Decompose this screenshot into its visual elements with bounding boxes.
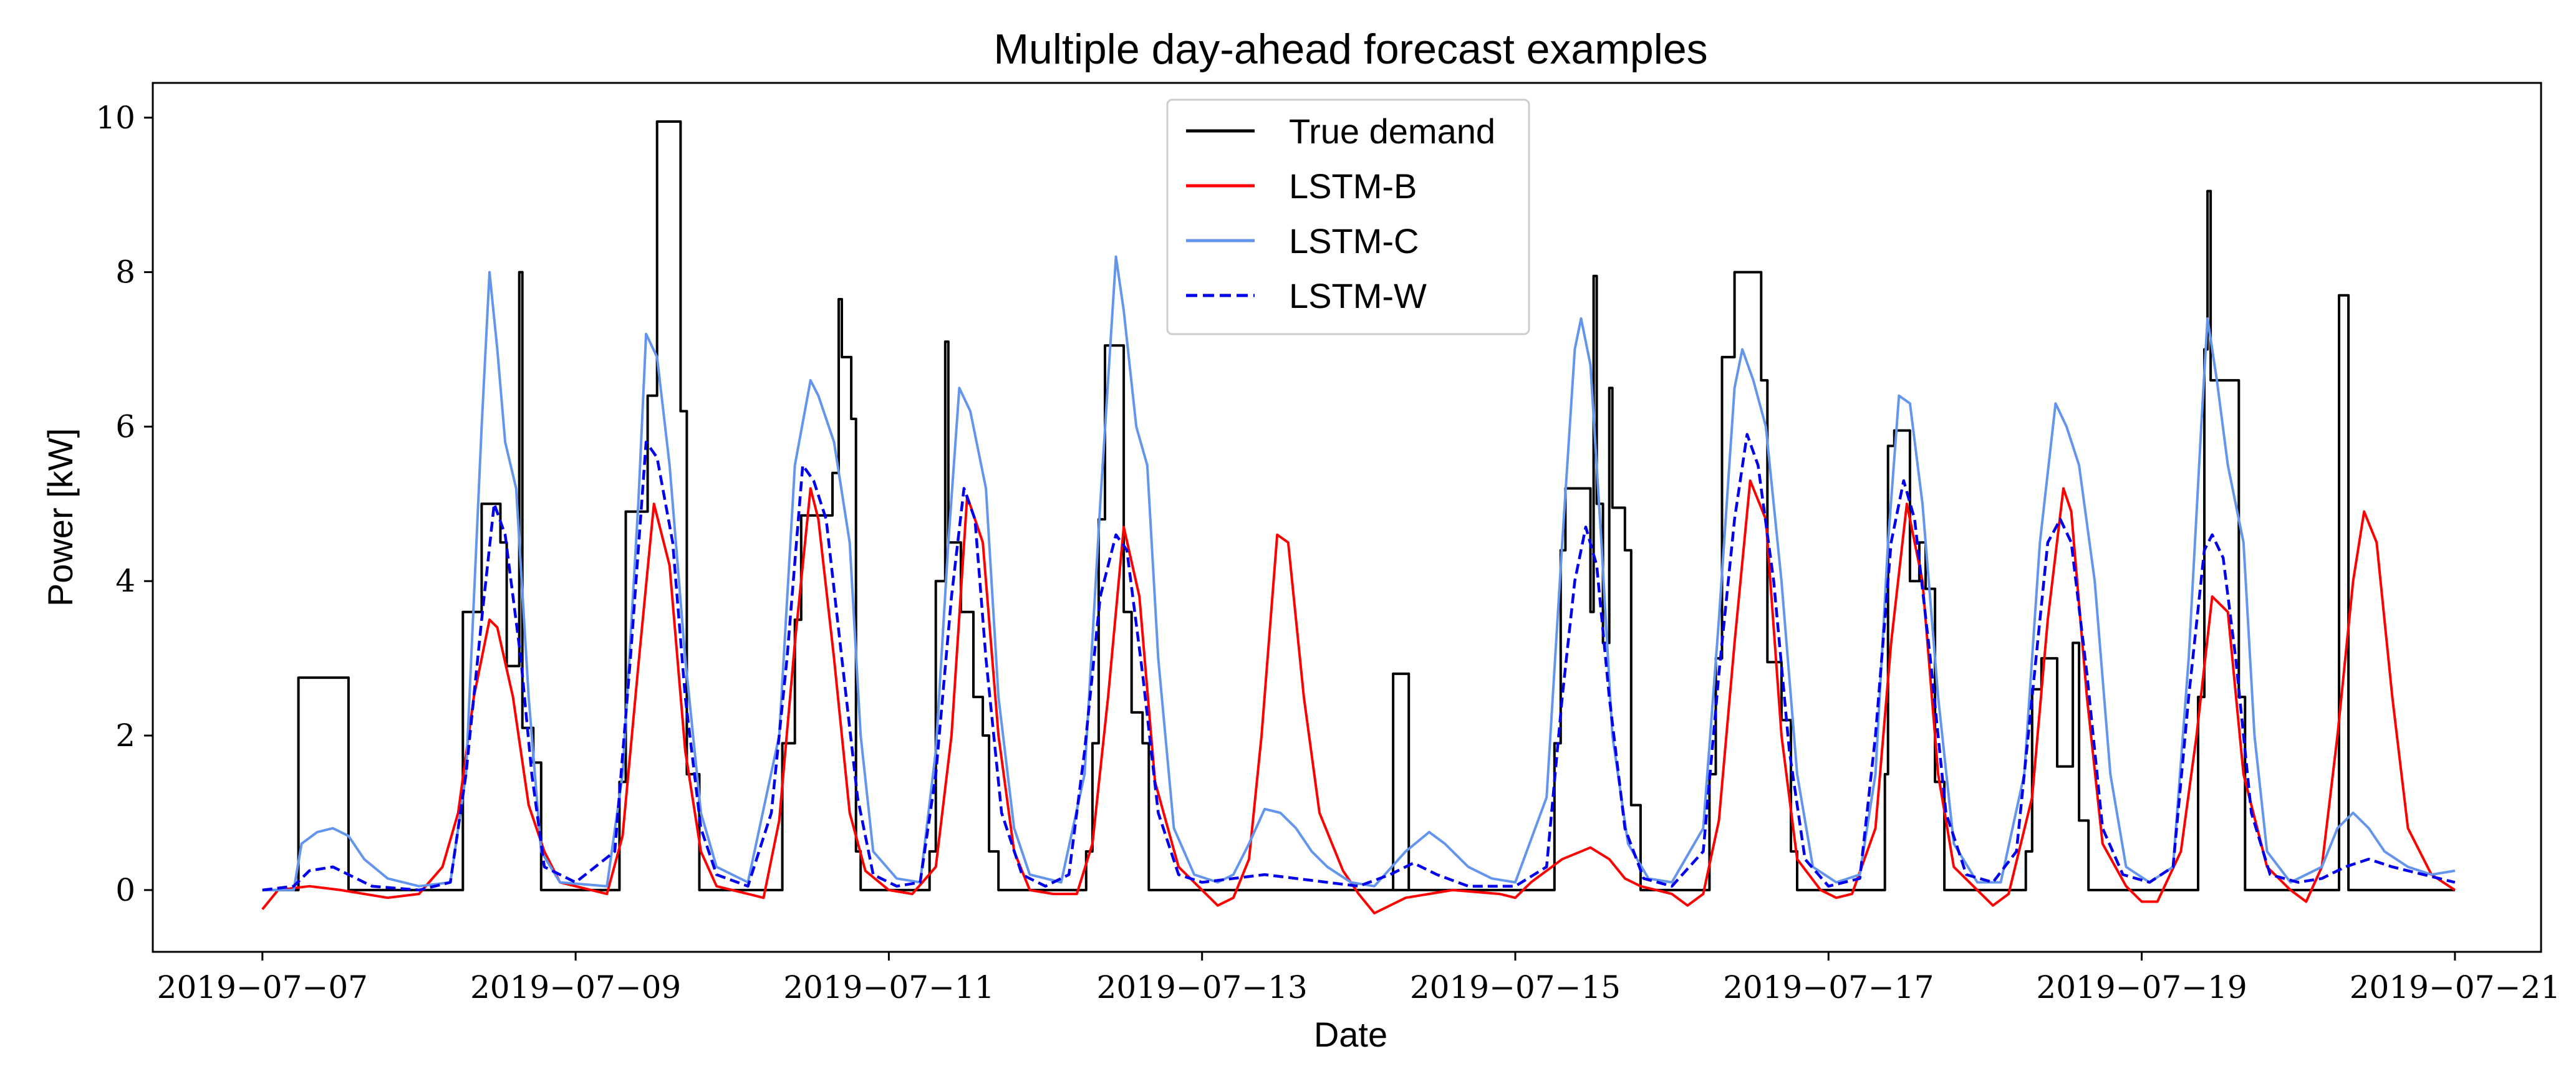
y-axis-label: Power [kW] (41, 428, 80, 607)
x-tick-label: 2019−07−17 (1723, 969, 1934, 1005)
y-tick-label: 2 (115, 717, 135, 754)
y-tick-label: 8 (115, 254, 135, 290)
plot-frame (152, 82, 2542, 953)
x-tick-label: 2019−07−11 (783, 969, 994, 1005)
y-tick-label: 0 (115, 872, 135, 908)
legend-label: LSTM-B (1289, 166, 1417, 206)
x-axis-label: Date (1314, 1015, 1387, 1054)
x-tick-label: 2019−07−09 (470, 969, 681, 1005)
legend-label: LSTM-C (1289, 221, 1419, 261)
x-tick-label: 2019−07−15 (1410, 969, 1621, 1005)
y-axis-ticks: 0 2 4 6 8 10 (95, 100, 153, 908)
series-line-lstm-w (262, 433, 2456, 892)
x-tick-label: 2019−07−13 (1097, 969, 1308, 1005)
legend-label: True demand (1289, 112, 1495, 151)
x-tick-label: 2019−07−21 (2350, 969, 2560, 1005)
legend: True demand LSTM-B LSTM-C LSTM-W (1166, 98, 1530, 335)
chart-title: Multiple day-ahead forecast examples (993, 26, 1707, 73)
x-tick-label: 2019−07−07 (157, 969, 368, 1005)
y-tick-label: 10 (95, 100, 135, 136)
x-tick-label: 2019−07−19 (2036, 969, 2247, 1005)
series-line-lstm-b (261, 479, 2456, 914)
x-axis-ticks: 2019−07−07 2019−07−09 2019−07−11 2019−07−13… (157, 952, 2560, 1005)
legend-label: LSTM-W (1289, 276, 1427, 315)
y-tick-label: 6 (115, 408, 135, 444)
series-layer (261, 120, 2456, 914)
series-line-lstm-c (262, 255, 2456, 891)
series-line-true-demand (262, 120, 2455, 891)
legend-box (1166, 98, 1530, 335)
y-tick-label: 4 (115, 563, 135, 599)
